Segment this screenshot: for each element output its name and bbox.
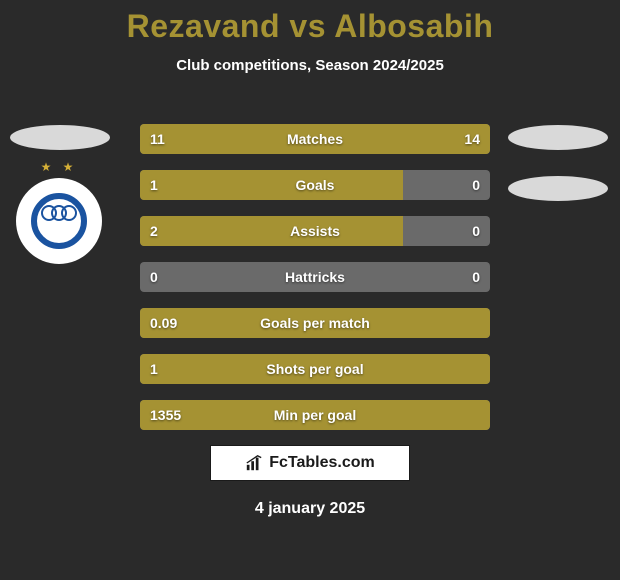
- subtitle: Club competitions, Season 2024/2025: [0, 57, 620, 74]
- stat-row: 0Hattricks0: [140, 262, 490, 292]
- brand-logo[interactable]: FcTables.com: [210, 445, 410, 481]
- stat-value-right: 14: [464, 124, 480, 154]
- stat-label: Shots per goal: [140, 354, 490, 384]
- club-crest: ★ ★: [16, 178, 102, 264]
- stat-row: 11Matches14: [140, 124, 490, 154]
- chart-icon: [245, 454, 263, 472]
- stat-label: Matches: [140, 124, 490, 154]
- stat-label: Hattricks: [140, 262, 490, 292]
- stat-row: 1Shots per goal: [140, 354, 490, 384]
- stat-label: Goals per match: [140, 308, 490, 338]
- stat-row: 0.09Goals per match: [140, 308, 490, 338]
- stat-value-right: 0: [472, 170, 480, 200]
- crest-ring-icon: [31, 193, 87, 249]
- stat-label: Assists: [140, 216, 490, 246]
- stat-row: 2Assists0: [140, 216, 490, 246]
- stat-label: Min per goal: [140, 400, 490, 430]
- crest-stars-icon: ★ ★: [16, 160, 102, 174]
- crest-rings-icon: [41, 205, 77, 225]
- page-title: Rezavand vs Albosabih: [0, 0, 620, 45]
- date-label: 4 january 2025: [0, 500, 620, 518]
- stat-label: Goals: [140, 170, 490, 200]
- player-left-badge-shadow: [10, 125, 110, 150]
- stat-value-right: 0: [472, 262, 480, 292]
- player-right-badge-shadow-2: [508, 176, 608, 201]
- stat-value-right: 0: [472, 216, 480, 246]
- stat-row: 1355Min per goal: [140, 400, 490, 430]
- stats-bars: 11Matches141Goals02Assists00Hattricks00.…: [140, 124, 490, 446]
- stat-row: 1Goals0: [140, 170, 490, 200]
- player-right-badge-shadow-1: [508, 125, 608, 150]
- brand-text: FcTables.com: [269, 454, 375, 472]
